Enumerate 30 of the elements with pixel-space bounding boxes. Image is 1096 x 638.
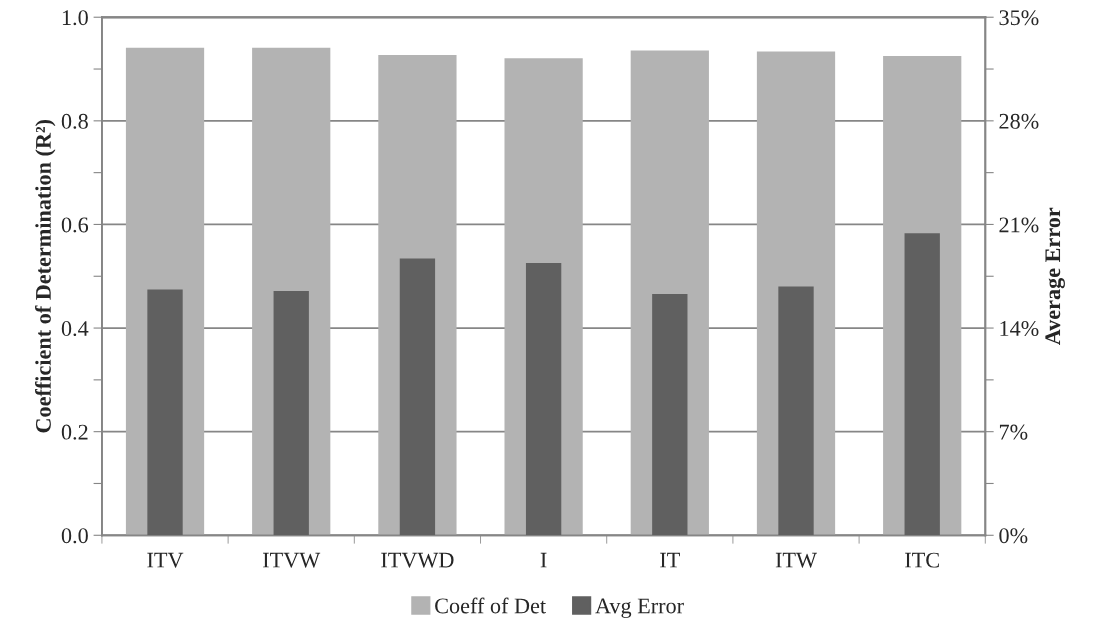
y-tick-label: 1.0 xyxy=(62,10,88,26)
x-tick-label: ITVW xyxy=(263,552,321,568)
y2-tick-label: 14% xyxy=(1000,320,1039,337)
y2-tick-label: 21% xyxy=(999,217,1039,233)
y-tick-label: 0.4 xyxy=(61,320,89,337)
bar xyxy=(904,233,940,536)
x-tick-label: ITC xyxy=(905,552,939,568)
bar xyxy=(778,286,814,536)
x-tick-label: ITW xyxy=(775,552,817,568)
legend-label: Coeff of Det xyxy=(435,597,546,614)
x-tick-label: I xyxy=(540,552,547,568)
legend-label: Avg Error xyxy=(595,598,684,618)
y2-tick-label: 0% xyxy=(999,528,1028,544)
y-tick-label: 0.2 xyxy=(61,424,88,440)
x-tick-label: ITVWD xyxy=(381,552,454,568)
y2-axis-title: Average Error xyxy=(1045,207,1065,346)
bar xyxy=(399,258,436,536)
bar xyxy=(525,262,562,536)
bar xyxy=(652,294,688,536)
y-axis-title: Coefficient of Determination (R²) xyxy=(35,119,56,433)
bar xyxy=(273,291,309,536)
y2-tick-label: 35% xyxy=(999,10,1039,26)
y-tick-label: 0.6 xyxy=(61,217,89,233)
y2-tick-label: 28% xyxy=(999,113,1039,129)
bar xyxy=(147,289,183,536)
y2-tick-label: 7% xyxy=(999,424,1028,440)
y-tick-label: 0.8 xyxy=(61,113,88,129)
y-tick-label: 0.0 xyxy=(61,528,88,544)
x-tick-label: IT xyxy=(660,552,680,568)
x-tick-label: ITV xyxy=(147,552,184,568)
